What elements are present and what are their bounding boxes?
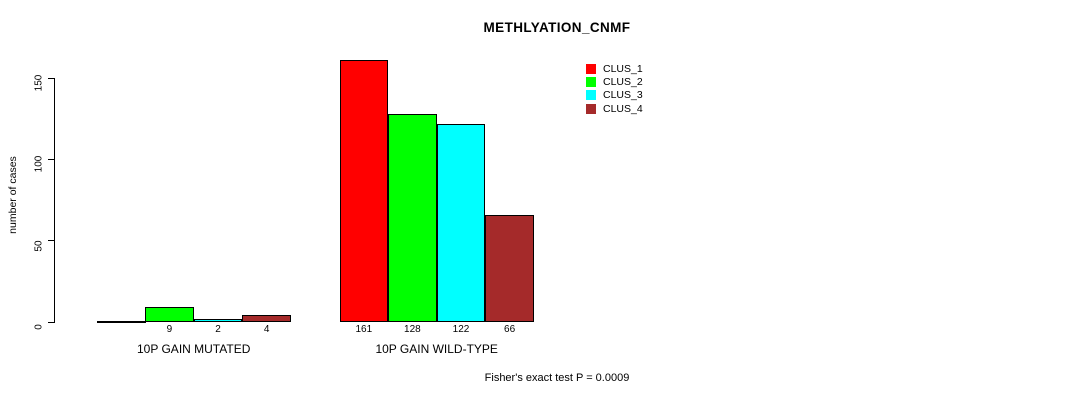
legend-item-clus_2: CLUS_2 bbox=[586, 75, 643, 88]
bar-count-label: 4 bbox=[263, 324, 270, 335]
y-axis-tick-label-text: 0 bbox=[33, 324, 45, 330]
zero-bar-clus_1-group1 bbox=[96, 321, 147, 323]
legend-label-clus_4: CLUS_4 bbox=[603, 102, 643, 115]
bar-count-label: 66 bbox=[504, 324, 516, 335]
legend-item-clus_4: CLUS_4 bbox=[586, 102, 643, 115]
legend-item-clus_3: CLUS_3 bbox=[586, 89, 643, 102]
chart-title: METHLYATION_CNMF bbox=[483, 20, 631, 35]
bar-clus_2-group2 bbox=[388, 113, 437, 322]
bar-clus_2-group1 bbox=[145, 307, 194, 322]
y-axis-tick-label-text: 50 bbox=[33, 240, 45, 252]
legend-swatch-clus_2 bbox=[586, 76, 596, 87]
bar-count-label: 2 bbox=[215, 324, 221, 335]
legend-label-clus_1: CLUS_1 bbox=[603, 62, 643, 75]
y-axis-tick bbox=[48, 77, 54, 79]
group-label-2: 10P GAIN WILD-TYPE bbox=[375, 342, 498, 356]
bar-count-label: 161 bbox=[355, 324, 373, 335]
bar-clus_1-group2 bbox=[339, 60, 389, 322]
bar-clus_3-group2 bbox=[436, 123, 486, 322]
legend-swatch-clus_3 bbox=[586, 90, 596, 101]
legend-label-clus_3: CLUS_3 bbox=[603, 89, 643, 102]
y-axis-line bbox=[54, 78, 55, 323]
y-axis-tick-label-text: 150 bbox=[33, 74, 45, 92]
bar-clus_4-group1 bbox=[242, 315, 291, 322]
legend-label-clus_2: CLUS_2 bbox=[603, 75, 643, 88]
fisher-test-annotation: Fisher's exact test P = 0.0009 bbox=[484, 372, 630, 384]
bar-count-label: 9 bbox=[166, 324, 173, 335]
legend: CLUS_1 CLUS_2 CLUS_3 CLUS_4 bbox=[586, 62, 643, 115]
bar-clus_3-group1 bbox=[193, 318, 243, 322]
bar-count-label: 122 bbox=[452, 324, 470, 335]
legend-swatch-clus_4 bbox=[586, 103, 596, 114]
group-label-1: 10P GAIN MUTATED bbox=[137, 342, 251, 356]
y-axis-tick bbox=[48, 240, 54, 242]
bar-clus_4-group2 bbox=[485, 214, 534, 322]
legend-item-clus_1: CLUS_1 bbox=[586, 62, 643, 75]
y-axis-tick bbox=[48, 158, 54, 160]
y-axis-tick bbox=[48, 321, 54, 323]
y-axis-label-text: number of cases bbox=[7, 156, 19, 234]
bar-count-label: 128 bbox=[404, 324, 421, 335]
legend-swatch-clus_1 bbox=[586, 63, 596, 74]
y-axis-tick-label-text: 100 bbox=[33, 155, 45, 173]
